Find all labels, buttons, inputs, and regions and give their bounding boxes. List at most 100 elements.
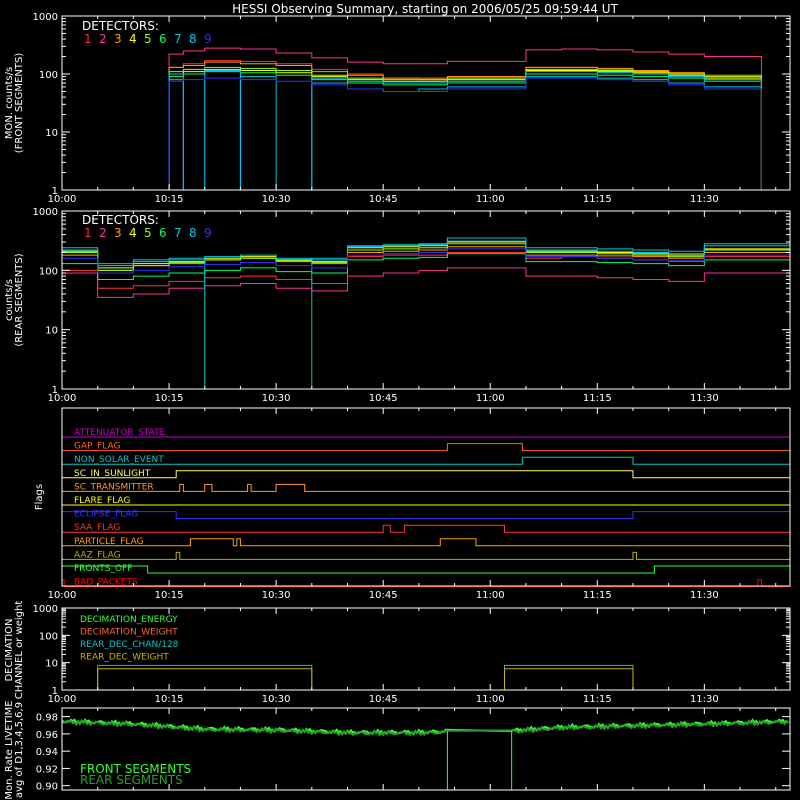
flag-label-sc_transmitter: SC_TRANSMITTER bbox=[74, 482, 154, 492]
flag-label-gap_flag: GAP_FLAG bbox=[74, 442, 120, 452]
detector-number-4: 4 bbox=[129, 32, 137, 46]
flag-line-bad_packets bbox=[61, 579, 790, 588]
detector-number-2: 2 bbox=[99, 226, 107, 240]
detector-number-8: 8 bbox=[189, 226, 197, 240]
front-panel-frame bbox=[61, 15, 791, 191]
x-tick-label: 11:00 bbox=[476, 393, 505, 404]
detector-number-6: 6 bbox=[159, 32, 167, 46]
detector-number-7: 7 bbox=[174, 226, 182, 240]
x-tick-label: 10:00 bbox=[48, 694, 77, 705]
detector-number-7: 7 bbox=[174, 32, 182, 46]
flag-label-saa_flag: SAA_FLAG bbox=[74, 523, 120, 533]
y-axis-label: avg of D1,3,4,5,6,9 bbox=[14, 702, 25, 798]
flag-label-fronts_off: FRONTS_OFF bbox=[74, 564, 132, 574]
rear-series-8 bbox=[62, 240, 790, 267]
y-tick-label: 1000 bbox=[33, 12, 58, 23]
decimation-legend-2: REAR_DEC_CHAN/128 bbox=[80, 640, 179, 650]
detector-number-9: 9 bbox=[204, 32, 212, 46]
flag-label-eclipse_flag: ECLIPSE_FLAG bbox=[74, 510, 138, 520]
y-axis-label: counts/s bbox=[4, 279, 15, 321]
y-axis-label: (FRONT SEGMENTS) bbox=[14, 53, 25, 154]
flag-label-sc_in_sunlight: SC_IN_SUNLIGHT bbox=[74, 469, 151, 479]
x-tick-label: 11:30 bbox=[690, 590, 719, 601]
plot-title: HESSI Observing Summary, starting on 200… bbox=[232, 2, 618, 16]
y-tick-label: 10 bbox=[45, 128, 58, 139]
front-series-4 bbox=[62, 68, 790, 191]
y-tick-label: 1 bbox=[52, 186, 58, 197]
y-tick-label: 1000 bbox=[33, 604, 58, 615]
rear-series-2 bbox=[62, 267, 790, 298]
detector-number-3: 3 bbox=[114, 32, 122, 46]
flag-line-non_solar_event bbox=[62, 456, 790, 465]
front-series-9 bbox=[62, 77, 790, 191]
detector-number-5: 5 bbox=[144, 226, 152, 240]
front-series-7 bbox=[62, 76, 790, 191]
livetime-legend-rear: REAR SEGMENTS bbox=[80, 773, 183, 787]
x-tick-label: 11:30 bbox=[690, 393, 719, 404]
flag-line-gap_flag bbox=[62, 443, 790, 452]
flags-y-label: Flags bbox=[34, 484, 45, 510]
x-tick-label: 10:45 bbox=[369, 590, 398, 601]
rear-series-6 bbox=[62, 253, 790, 281]
y-tick-label: 100 bbox=[39, 631, 58, 642]
flag-label-aaz_flag: AAZ_FLAG bbox=[74, 550, 121, 560]
y-tick-label: 1 bbox=[52, 686, 58, 697]
detector-number-6: 6 bbox=[159, 226, 167, 240]
flags-panel-frame bbox=[61, 407, 791, 587]
flag-line-particle_flag bbox=[62, 538, 790, 547]
flag-label-non_solar_event: NON_SOLAR_EVENT bbox=[74, 455, 164, 465]
y-tick-label: 10 bbox=[45, 659, 58, 670]
x-tick-label: 10:00 bbox=[48, 393, 77, 404]
y-tick-label: 0.90 bbox=[36, 782, 58, 793]
detector-number-8: 8 bbox=[189, 32, 197, 46]
flag-line-sc_in_sunlight bbox=[62, 470, 790, 479]
x-tick-label: 10:00 bbox=[48, 194, 77, 205]
x-tick-label: 11:15 bbox=[583, 590, 612, 601]
livetime-series-1 bbox=[61, 718, 789, 737]
flag-line-aaz_flag bbox=[62, 551, 790, 560]
y-axis-label: Mon. Rate LIVETIME bbox=[4, 700, 15, 799]
x-tick-label: 10:15 bbox=[155, 590, 184, 601]
y-axis-label: DECIMATION bbox=[4, 618, 15, 681]
x-tick-label: 11:30 bbox=[690, 694, 719, 705]
detectors-legend-title: DETECTORS: bbox=[82, 19, 159, 33]
detector-number-1: 1 bbox=[84, 32, 92, 46]
x-tick-label: 11:30 bbox=[690, 194, 719, 205]
y-tick-label: 0.94 bbox=[36, 747, 58, 758]
x-tick-label: 11:00 bbox=[476, 590, 505, 601]
x-tick-label: 10:30 bbox=[262, 194, 291, 205]
y-tick-label: 0.92 bbox=[36, 764, 58, 775]
x-tick-label: 11:15 bbox=[583, 694, 612, 705]
x-tick-label: 10:30 bbox=[262, 694, 291, 705]
detector-number-9: 9 bbox=[204, 226, 212, 240]
x-tick-label: 10:30 bbox=[262, 590, 291, 601]
detector-number-3: 3 bbox=[114, 226, 122, 240]
rear-panel-frame bbox=[61, 210, 791, 390]
decimation-legend-1: DECIMATION_WEIGHT bbox=[80, 628, 178, 638]
flag-label-bad_packets: BAD_PACKETS bbox=[74, 578, 138, 588]
flag-label-attenuator_state: ATTENUATOR_STATE bbox=[74, 428, 166, 438]
flag-line-sc_transmitter bbox=[62, 483, 790, 492]
x-tick-label: 11:00 bbox=[476, 694, 505, 705]
flag-line-fronts_off bbox=[61, 565, 791, 574]
front-series-5 bbox=[62, 66, 790, 191]
livetime-panel-frame bbox=[61, 707, 791, 791]
rear-series-5 bbox=[62, 243, 790, 271]
rear-series-9 bbox=[62, 248, 790, 274]
livetime-legend-front: FRONT SEGMENTS bbox=[80, 762, 191, 776]
decimation-panel-frame bbox=[61, 607, 791, 691]
detector-number-2: 2 bbox=[99, 32, 107, 46]
decimation-series-3 bbox=[62, 668, 790, 691]
detector-number-4: 4 bbox=[129, 226, 137, 240]
x-tick-label: 10:00 bbox=[48, 590, 77, 601]
x-tick-label: 10:45 bbox=[369, 694, 398, 705]
decimation-legend-3: REAR_DEC_WEIGHT bbox=[80, 653, 169, 663]
x-tick-label: 10:30 bbox=[262, 393, 291, 404]
x-tick-label: 10:15 bbox=[155, 694, 184, 705]
y-tick-label: 1 bbox=[52, 385, 58, 396]
x-tick-label: 11:15 bbox=[583, 194, 612, 205]
x-tick-label: 10:15 bbox=[155, 393, 184, 404]
x-tick-label: 11:15 bbox=[583, 393, 612, 404]
